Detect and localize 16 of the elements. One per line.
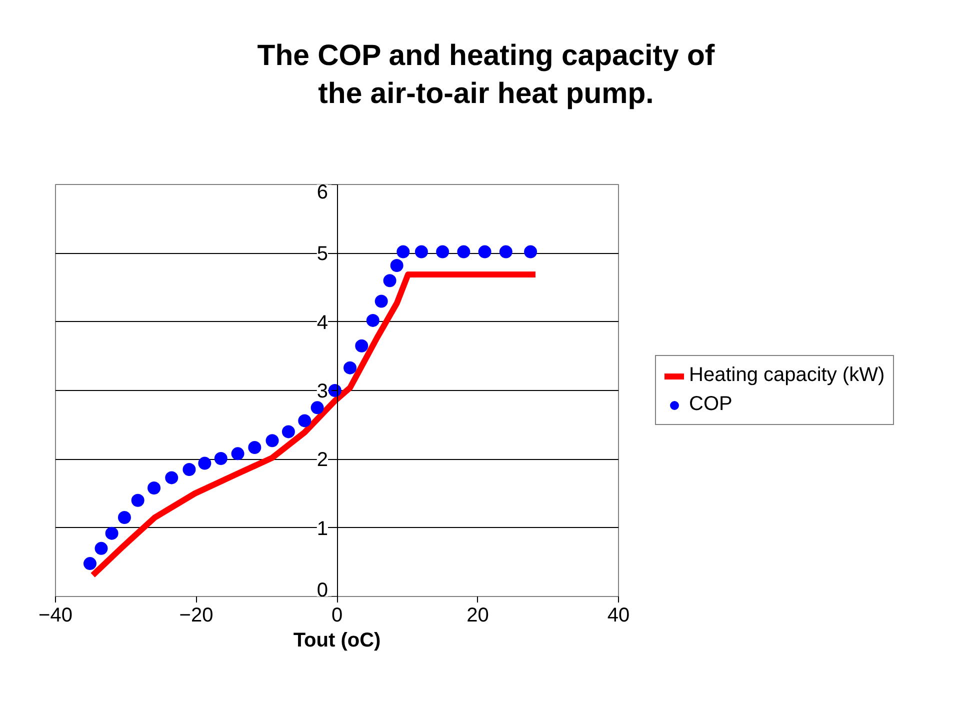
x-axis-title: Tout (oC) bbox=[293, 630, 381, 652]
y-tick-label: 1 bbox=[316, 518, 328, 540]
y-tick-label: 2 bbox=[316, 449, 328, 472]
chart-title: The COP and heating capacity of the air-to-air heat pump. bbox=[257, 38, 715, 112]
y-tick-label: 6 bbox=[316, 182, 328, 204]
y-tick-label: 4 bbox=[316, 312, 328, 334]
x-tick-label: 40 bbox=[607, 604, 630, 626]
x-tick-label: 0 bbox=[331, 604, 343, 626]
x-tick-label: −40 bbox=[38, 604, 72, 626]
legend-label: Heating capacity (kW) bbox=[689, 364, 885, 387]
x-tick-label: −20 bbox=[179, 604, 214, 626]
y-tick-label: 5 bbox=[316, 243, 328, 266]
legend-label: COP bbox=[689, 393, 732, 416]
y-tick-label: 3 bbox=[316, 380, 328, 402]
y-tick-label: 0 bbox=[316, 580, 328, 602]
x-tick-label: 20 bbox=[466, 604, 489, 626]
